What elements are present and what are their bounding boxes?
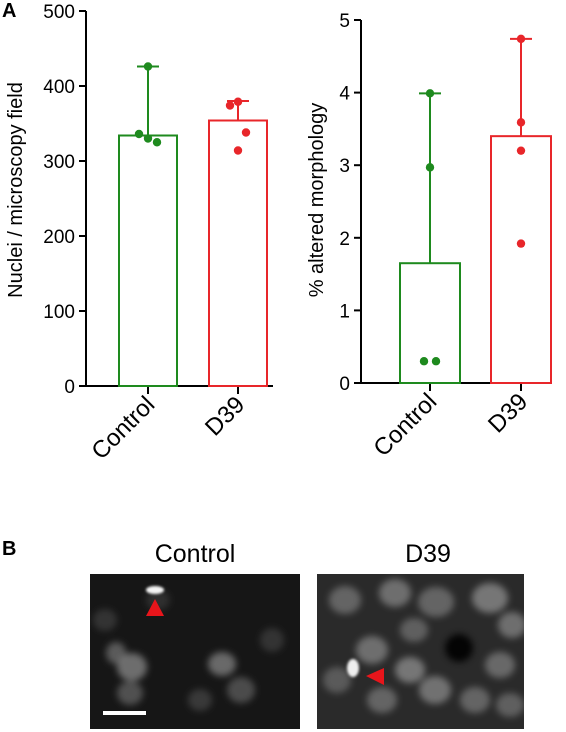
data-point	[233, 146, 243, 155]
y-tick-label: 0	[339, 374, 350, 395]
micrograph-d39	[317, 574, 524, 729]
data-point	[152, 138, 162, 147]
y-tick-label: 300	[43, 152, 75, 173]
bar-d39	[490, 135, 552, 384]
x-tick-label: D39	[200, 391, 250, 441]
y-tick-label: 2	[339, 229, 350, 250]
bar-control	[399, 262, 461, 384]
data-point	[241, 128, 251, 137]
data-point	[425, 89, 435, 98]
chart2-ylabel: % altered morphology	[306, 103, 328, 298]
y-tick-label: 500	[43, 2, 75, 23]
arrowhead-d39	[366, 668, 384, 685]
chart-nuclei: Nuclei / microscopy field 0 100 200 300 400 5…	[5, 2, 273, 465]
y-tick-label: 400	[43, 77, 75, 98]
y-tick-label: 5	[339, 11, 350, 32]
bright-nucleus	[347, 659, 359, 677]
data-point	[134, 129, 144, 139]
data-point	[516, 118, 526, 127]
y-tick-label: 1	[339, 301, 350, 322]
data-point	[419, 357, 429, 366]
arrowhead-control	[146, 599, 164, 616]
bar-control	[118, 134, 178, 387]
y-tick-label: 200	[43, 227, 75, 248]
panel-label-b: B	[2, 538, 16, 560]
y-tick-label: 100	[43, 302, 75, 323]
y-tick-label: 0	[64, 377, 75, 398]
scale-bar	[103, 711, 146, 715]
data-point	[516, 146, 526, 155]
x-tick-label: Control	[368, 388, 442, 462]
y-tick-label: 4	[339, 84, 350, 105]
data-point	[431, 357, 441, 366]
data-point	[425, 163, 435, 172]
data-point	[516, 34, 526, 44]
data-point	[233, 97, 243, 106]
y-tick-label: 3	[339, 156, 350, 177]
data-point	[143, 134, 153, 143]
x-tick-label: Control	[86, 391, 160, 465]
bar-d39	[208, 119, 268, 387]
micrograph-control	[90, 574, 300, 729]
chart1-ylabel: Nuclei / microscopy field	[5, 82, 27, 298]
data-point	[516, 239, 526, 248]
micrograph-control-title: Control	[155, 540, 236, 568]
data-point	[143, 62, 153, 71]
x-tick-label: D39	[483, 388, 533, 438]
panel-label-a: A	[2, 0, 16, 22]
bright-nucleus	[146, 586, 164, 594]
chart-altered-morphology: % altered morphology 0 1 2 3 4 5 Control D39	[306, 11, 552, 462]
micrograph-d39-title: D39	[405, 540, 451, 568]
data-point	[225, 101, 235, 110]
